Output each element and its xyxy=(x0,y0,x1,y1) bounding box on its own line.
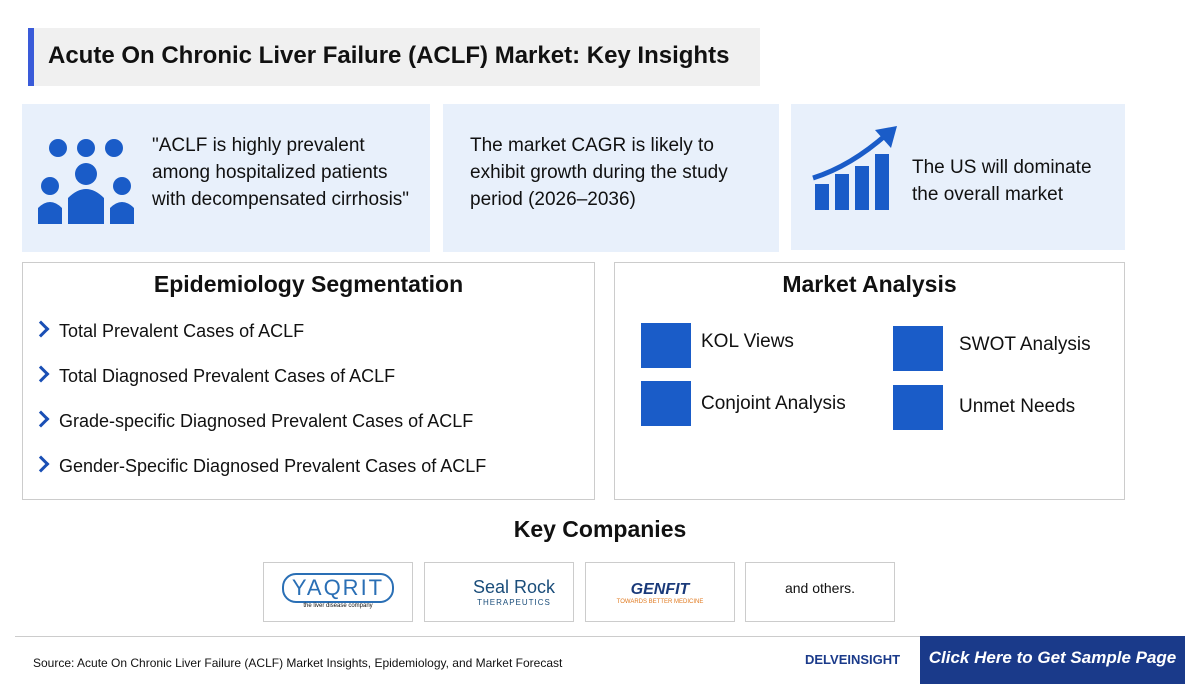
insight-text: The market CAGR is likely to exhibit gro… xyxy=(470,135,728,210)
growth-icon xyxy=(812,126,897,210)
company-logo: GENFIT TOWARDS BETTER MEDICINE xyxy=(585,562,735,622)
section-title: Epidemiology Segmentation xyxy=(153,271,464,297)
others-text: and others. xyxy=(784,580,856,596)
list-item: Grade-specific Diagnosed Prevalent Cases… xyxy=(35,411,473,432)
insight-card: The US will dominate the overall market xyxy=(791,104,1125,250)
list-item: Total Prevalent Cases of ACLF xyxy=(35,321,304,342)
analysis-item: SWOT Analysis xyxy=(959,334,1091,355)
people-icon xyxy=(38,139,134,224)
insight-card: "ACLF is highly prevalent among hospital… xyxy=(22,104,430,252)
logo-name: Seal Rock xyxy=(472,577,556,597)
brand: DELVEINSIGHT xyxy=(805,652,901,667)
market-box: Market Analysis KOL Views Conjoint Analy… xyxy=(614,262,1125,500)
epidemiology-box: Epidemiology Segmentation Total Prevalen… xyxy=(22,262,595,500)
list-item: Total Diagnosed Prevalent Cases of ACLF xyxy=(35,366,395,387)
icon xyxy=(893,326,943,371)
logo-tagline: THERAPEUTICS xyxy=(477,598,551,607)
title: Acute On Chronic Liver Failure (ACLF) Ma… xyxy=(48,42,730,69)
sample-button[interactable]: Click Here to Get Sample Page xyxy=(920,636,1185,684)
icon xyxy=(641,381,691,426)
company-logo: YAQRIT the liver disease company xyxy=(263,562,413,622)
insight-card: The market CAGR is likely to exhibit gro… xyxy=(443,104,779,252)
insight-text: The US will dominate the overall market xyxy=(912,157,1092,205)
icon xyxy=(893,385,943,430)
analysis-item: Unmet Needs xyxy=(959,396,1076,417)
section-title: Key Companies xyxy=(513,516,687,542)
divider xyxy=(15,636,1185,637)
logo-name: YAQRIT xyxy=(281,573,395,603)
logo-name: GENFIT xyxy=(630,581,690,598)
icon xyxy=(641,323,691,368)
source: Source: Acute On Chronic Liver Failure (… xyxy=(33,656,563,670)
analysis-item: Conjoint Analysis xyxy=(701,393,846,414)
others-box: and others. xyxy=(745,562,895,622)
section-title: Market Analysis xyxy=(782,271,957,297)
analysis-item: KOL Views xyxy=(701,331,794,352)
logo-tagline: the liver disease company xyxy=(303,603,373,609)
title-box: Acute On Chronic Liver Failure (ACLF) Ma… xyxy=(28,28,760,86)
company-logo: Seal Rock THERAPEUTICS xyxy=(424,562,574,622)
list-item: Gender-Specific Diagnosed Prevalent Case… xyxy=(35,456,486,477)
insight-text: "ACLF is highly prevalent among hospital… xyxy=(152,135,410,210)
logo-tagline: TOWARDS BETTER MEDICINE xyxy=(616,599,704,605)
